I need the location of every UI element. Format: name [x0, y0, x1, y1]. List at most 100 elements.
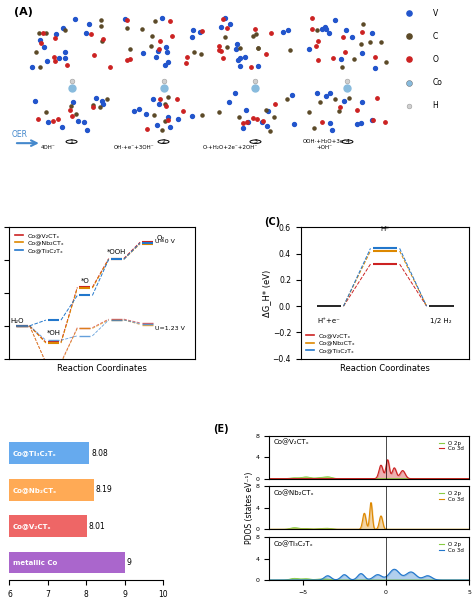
Text: H₂O: H₂O — [10, 318, 24, 324]
Point — [339, 32, 346, 42]
Point — [164, 57, 172, 66]
Point — [224, 42, 231, 51]
Point — [158, 14, 165, 23]
Point — [242, 106, 250, 115]
Point — [168, 32, 175, 41]
Point — [151, 16, 159, 25]
Text: C: C — [432, 32, 438, 41]
Point — [286, 45, 294, 54]
Point — [315, 36, 322, 45]
Point — [69, 111, 76, 121]
Legend: O 2p, Co 3d: O 2p, Co 3d — [438, 540, 466, 555]
Point — [155, 44, 163, 54]
Point — [52, 29, 60, 39]
Point — [249, 113, 257, 123]
Text: *OOH: *OOH — [107, 249, 126, 255]
Point — [232, 44, 240, 54]
Point — [231, 88, 238, 97]
Point — [234, 55, 242, 65]
Point — [237, 53, 244, 63]
Point — [217, 23, 224, 32]
Text: Co@V₂CTₓ: Co@V₂CTₓ — [273, 439, 309, 446]
Point — [357, 118, 365, 128]
Text: (A): (A) — [14, 7, 33, 17]
Point — [99, 36, 106, 46]
Y-axis label: PDOS (states eV⁻¹): PDOS (states eV⁻¹) — [245, 472, 254, 544]
Point — [271, 100, 278, 109]
Point — [155, 99, 163, 109]
Point — [326, 28, 333, 38]
Text: Co@Ti₃C₂Tₓ: Co@Ti₃C₂Tₓ — [12, 450, 56, 456]
Text: 4: 4 — [346, 139, 349, 144]
Point — [103, 94, 110, 103]
Point — [158, 126, 166, 135]
Point — [36, 28, 43, 38]
Point — [255, 43, 262, 53]
Point — [267, 29, 274, 38]
Point — [80, 117, 88, 127]
Point — [152, 52, 160, 62]
Point — [321, 22, 328, 32]
Point — [329, 53, 337, 63]
Y-axis label: ΔG_H* (eV): ΔG_H* (eV) — [262, 269, 271, 317]
Point — [121, 14, 129, 24]
Point — [338, 62, 346, 71]
Point — [198, 26, 206, 36]
Point — [160, 84, 167, 93]
Point — [239, 118, 246, 128]
Legend: O 2p, Co 3d: O 2p, Co 3d — [438, 489, 466, 504]
Point — [139, 48, 146, 58]
Point — [50, 117, 57, 126]
Point — [358, 97, 365, 107]
Point — [227, 20, 234, 29]
Point — [318, 25, 326, 34]
Point — [305, 107, 313, 117]
Point — [215, 45, 222, 55]
Text: 8.01: 8.01 — [89, 521, 105, 530]
Point — [328, 125, 336, 135]
Point — [223, 23, 230, 33]
Text: 3: 3 — [254, 139, 257, 144]
Point — [314, 55, 322, 65]
Text: metallic Co: metallic Co — [12, 560, 57, 566]
Point — [89, 100, 97, 110]
Point — [279, 27, 286, 36]
Point — [259, 117, 267, 126]
Bar — [9, 443, 90, 464]
Point — [106, 62, 114, 72]
Point — [215, 41, 223, 50]
Point — [263, 121, 271, 131]
Point — [126, 54, 134, 63]
Point — [67, 102, 75, 111]
Point — [254, 61, 262, 71]
Point — [233, 39, 241, 49]
Point — [164, 91, 172, 101]
Point — [82, 28, 90, 38]
Point — [199, 110, 206, 120]
Point — [221, 32, 229, 41]
Text: (E): (E) — [213, 424, 229, 434]
Point — [85, 19, 92, 29]
Text: 1/2 H₂: 1/2 H₂ — [430, 318, 452, 324]
Bar — [9, 551, 125, 573]
Point — [348, 32, 356, 42]
Text: U=0 V: U=0 V — [155, 239, 175, 244]
Point — [326, 89, 334, 98]
Text: O: O — [432, 55, 438, 64]
Point — [372, 63, 379, 72]
Point — [164, 115, 172, 124]
Point — [182, 58, 190, 68]
Point — [344, 77, 351, 86]
Point — [166, 123, 174, 132]
Point — [51, 33, 59, 43]
Point — [55, 114, 62, 124]
Point — [323, 91, 330, 101]
Point — [235, 112, 243, 122]
Text: Co@Nb₂CTₓ: Co@Nb₂CTₓ — [273, 490, 314, 496]
Point — [164, 112, 172, 122]
Point — [305, 44, 313, 53]
Point — [162, 60, 169, 69]
Point — [313, 26, 321, 35]
Point — [236, 44, 244, 53]
Text: OER: OER — [12, 130, 28, 139]
